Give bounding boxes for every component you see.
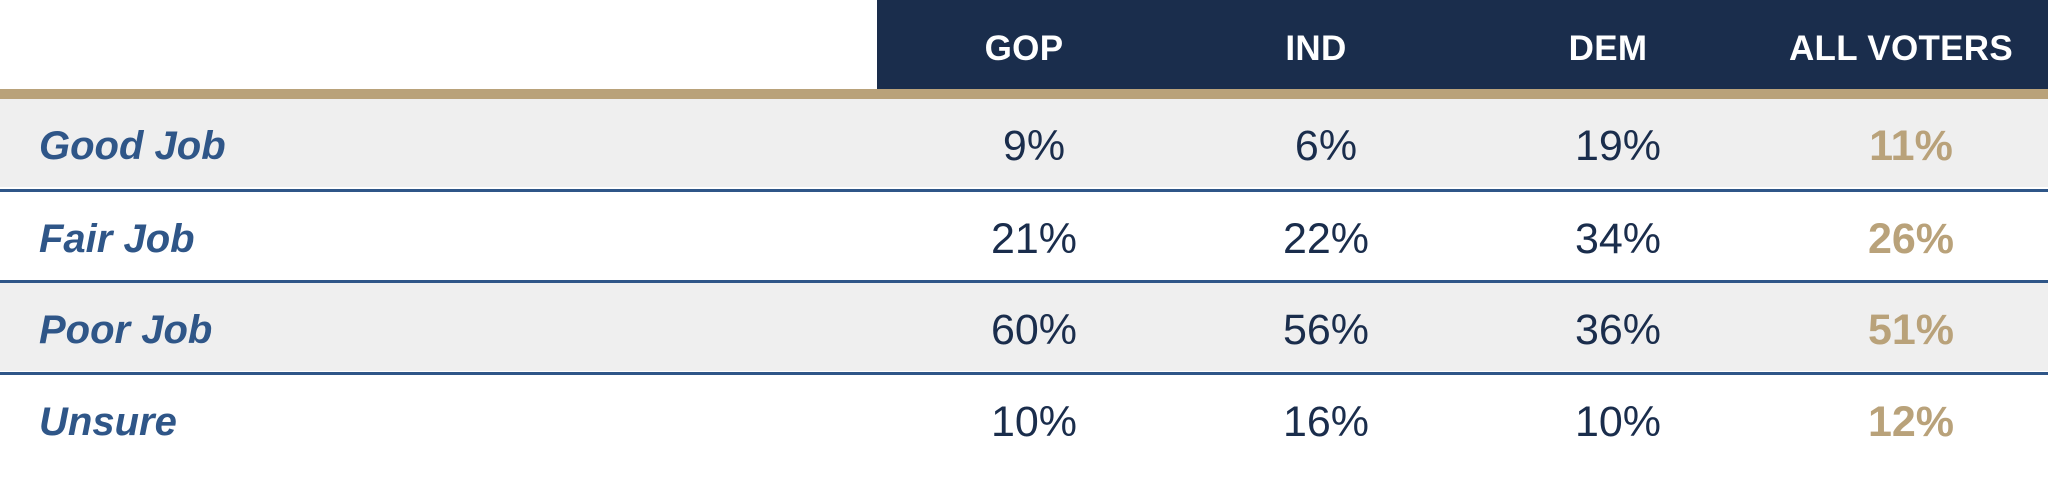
cell-gop: 9% — [1002, 122, 1066, 170]
cell-all-voters: 26% — [1867, 215, 1955, 263]
cell-gop: 10% — [990, 398, 1078, 446]
cell-all-voters: 51% — [1867, 306, 1955, 354]
cell-all-voters: 11% — [1869, 122, 1953, 170]
table-row: Good Job 9% 6% 19% 11% — [0, 99, 2048, 187]
row-label: Poor Job — [39, 308, 213, 352]
cell-gop: 60% — [990, 306, 1078, 354]
column-header-gop: GOP — [984, 29, 1064, 68]
cell-ind: 6% — [1294, 122, 1358, 170]
cell-dem: 36% — [1574, 306, 1662, 354]
header-bar — [877, 0, 2048, 90]
table-row: Unsure 10% 16% 10% 12% — [0, 375, 2048, 463]
cell-dem: 34% — [1574, 215, 1662, 263]
cell-ind: 56% — [1282, 306, 1370, 354]
row-divider — [0, 189, 2048, 192]
column-header-dem: DEM — [1568, 29, 1648, 68]
header-rule — [0, 89, 2048, 99]
table-row: Poor Job 60% 56% 36% 51% — [0, 283, 2048, 371]
row-label: Good Job — [39, 124, 226, 168]
cell-dem: 19% — [1574, 122, 1662, 170]
cell-dem: 10% — [1574, 398, 1662, 446]
table-row: Fair Job 21% 22% 34% 26% — [0, 192, 2048, 280]
cell-ind: 22% — [1282, 215, 1370, 263]
column-header-all-voters: ALL VOTERS — [1788, 29, 2014, 68]
cell-gop: 21% — [990, 215, 1078, 263]
cell-ind: 16% — [1282, 398, 1370, 446]
row-divider — [0, 372, 2048, 375]
row-label: Unsure — [39, 400, 177, 444]
column-header-ind: IND — [1285, 29, 1347, 68]
row-divider — [0, 280, 2048, 283]
cell-all-voters: 12% — [1867, 398, 1955, 446]
row-label: Fair Job — [39, 217, 195, 261]
